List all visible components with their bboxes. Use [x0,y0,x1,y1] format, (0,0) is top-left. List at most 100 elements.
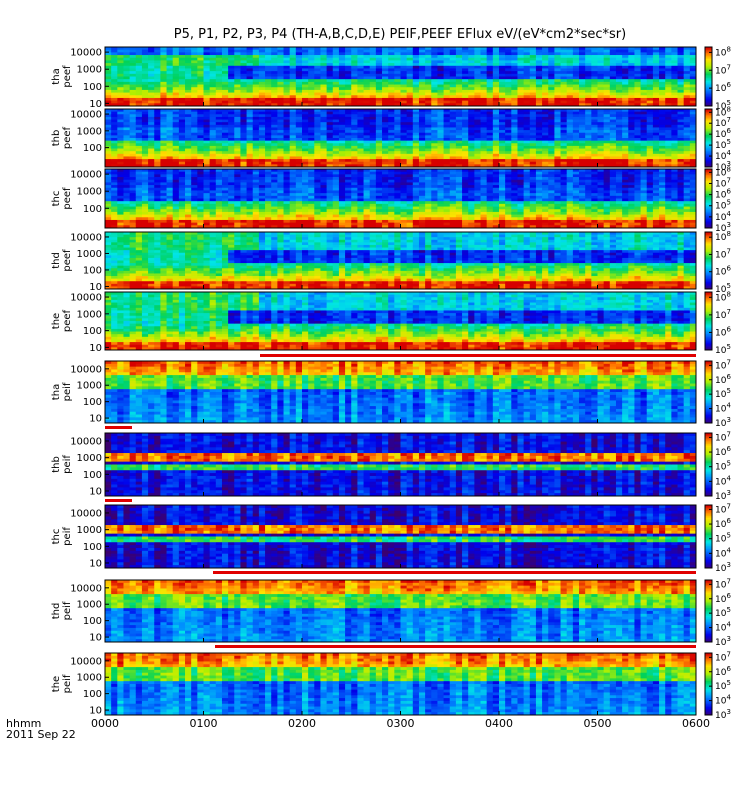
heatmap-cell [216,90,223,93]
heatmap-cell [191,215,198,218]
heatmap-cell [419,87,426,90]
heatmap-cell [604,74,611,77]
heatmap-cell [105,143,112,146]
heatmap-cell [216,95,223,98]
heatmap-cell [598,101,605,104]
heatmap-cell [598,85,605,88]
heatmap-cell [259,199,266,202]
heatmap-cell [179,146,186,149]
heatmap-cell [259,143,266,146]
heatmap-cell [554,77,561,80]
heatmap-cell [265,151,272,154]
heatmap-cell [364,101,371,104]
heatmap-cell [197,217,204,220]
heatmap-cell [604,87,611,90]
heatmap-cell [271,141,278,144]
heatmap-cell [210,193,217,196]
heatmap-cell [561,135,568,138]
heatmap-cell [204,74,211,77]
heatmap-cell [554,55,561,58]
heatmap-cell [117,68,124,71]
heatmap-cell [678,101,685,104]
heatmap-cell [357,125,364,128]
heatmap-cell [160,154,167,157]
heatmap-cell [536,141,543,144]
heatmap-cell [591,143,598,146]
heatmap-cell [684,52,691,55]
heatmap-cell [604,68,611,71]
heatmap-cell [370,120,377,123]
heatmap-cell [167,135,174,138]
heatmap-cell [499,90,506,93]
heatmap-cell [333,77,340,80]
heatmap-cell [647,112,654,115]
heatmap-cell [517,146,524,149]
heatmap-cell [517,50,524,53]
heatmap-cell [228,138,235,141]
heatmap-cell [653,101,660,104]
heatmap-cell [684,112,691,115]
heatmap-cell [154,141,161,144]
heatmap-cell [684,149,691,152]
heatmap-cell [142,215,149,218]
heatmap-cell [271,146,278,149]
heatmap-cell [407,159,414,162]
heatmap-cell [302,87,309,90]
heatmap-cell [487,138,494,141]
heatmap-cell [197,199,204,202]
heatmap-cell [598,146,605,149]
heatmap-cell [234,82,241,85]
heatmap-cell [222,90,229,93]
heatmap-cell [308,87,315,90]
heatmap-cell [499,112,506,115]
heatmap-cell [456,146,463,149]
heatmap-cell [450,149,457,152]
heatmap-cell [401,120,408,123]
heatmap-cell [247,180,254,183]
heatmap-cell [634,117,641,120]
heatmap-cell [524,138,531,141]
heatmap-cell [456,156,463,159]
heatmap-cell [179,133,186,136]
heatmap-cell [111,50,118,53]
heatmap-cell [610,125,617,128]
heatmap-cell [197,223,204,226]
heatmap-cell [641,138,648,141]
heatmap-cell [302,149,309,152]
heatmap-cell [173,122,180,125]
heatmap-cell [259,174,266,177]
heatmap-cell [234,162,241,165]
heatmap-cell [493,114,500,117]
heatmap-cell [179,95,186,98]
heatmap-cell [271,90,278,93]
heatmap-cell [222,207,229,210]
heatmap-cell [210,174,217,177]
heatmap-cell [210,85,217,88]
heatmap-cell [351,90,358,93]
heatmap-cell [185,52,192,55]
heatmap-cell [314,127,321,130]
heatmap-cell [604,114,611,117]
heatmap-cell [308,74,315,77]
heatmap-cell [370,117,377,120]
heatmap-cell [253,141,260,144]
heatmap-cell [567,98,574,101]
heatmap-cell [548,122,555,125]
heatmap-cell [148,66,155,69]
heatmap-cell [148,199,155,202]
heatmap-cell [413,50,420,53]
heatmap-cell [585,112,592,115]
heatmap-cell [468,149,475,152]
heatmap-cell [610,82,617,85]
heatmap-cell [265,188,272,191]
heatmap-cell [678,93,685,96]
heatmap-cell [185,156,192,159]
heatmap-cell [136,68,143,71]
heatmap-cell [123,143,130,146]
heatmap-cell [136,50,143,53]
heatmap-cell [382,154,389,157]
heatmap-cell [388,98,395,101]
heatmap-cell [425,66,432,69]
heatmap-cell [481,55,488,58]
heatmap-cell [628,87,635,90]
